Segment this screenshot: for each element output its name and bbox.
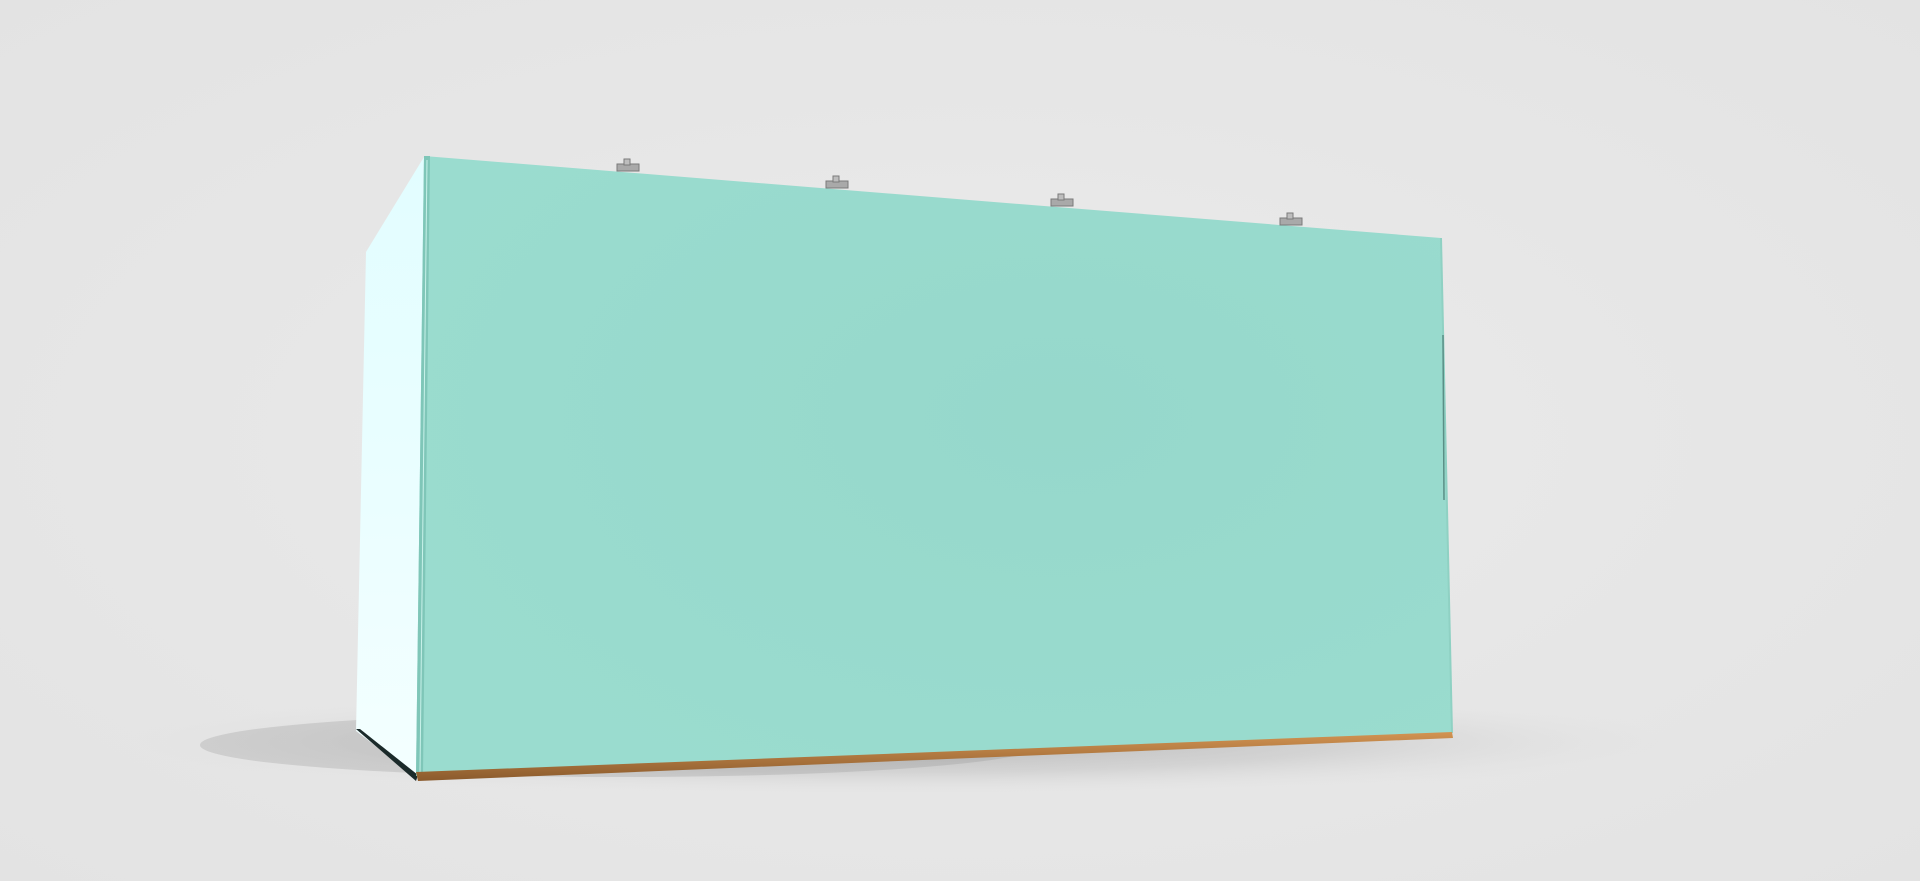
hinge-3-icon — [1050, 193, 1074, 207]
cabinet-side-panel[interactable] — [356, 157, 424, 778]
cabinet-side-bottom-edge — [356, 729, 418, 781]
cabinet-front-panel[interactable] — [416, 156, 1452, 776]
hinge-4-icon — [1279, 212, 1303, 226]
cabinet-front-edge-highlight — [419, 159, 428, 773]
cabinet-right-edge — [1440, 237, 1453, 734]
hinge-1-icon — [616, 158, 640, 172]
cabinet-base-strip — [416, 732, 1453, 781]
cabinet-right-edge-shadow — [1442, 334, 1445, 501]
hinge-2-icon — [825, 175, 849, 189]
